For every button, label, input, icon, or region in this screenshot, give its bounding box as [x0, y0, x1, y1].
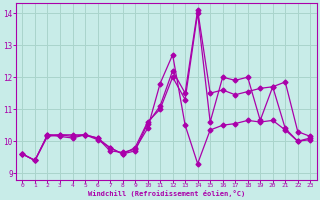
X-axis label: Windchill (Refroidissement éolien,°C): Windchill (Refroidissement éolien,°C) [88, 190, 245, 197]
